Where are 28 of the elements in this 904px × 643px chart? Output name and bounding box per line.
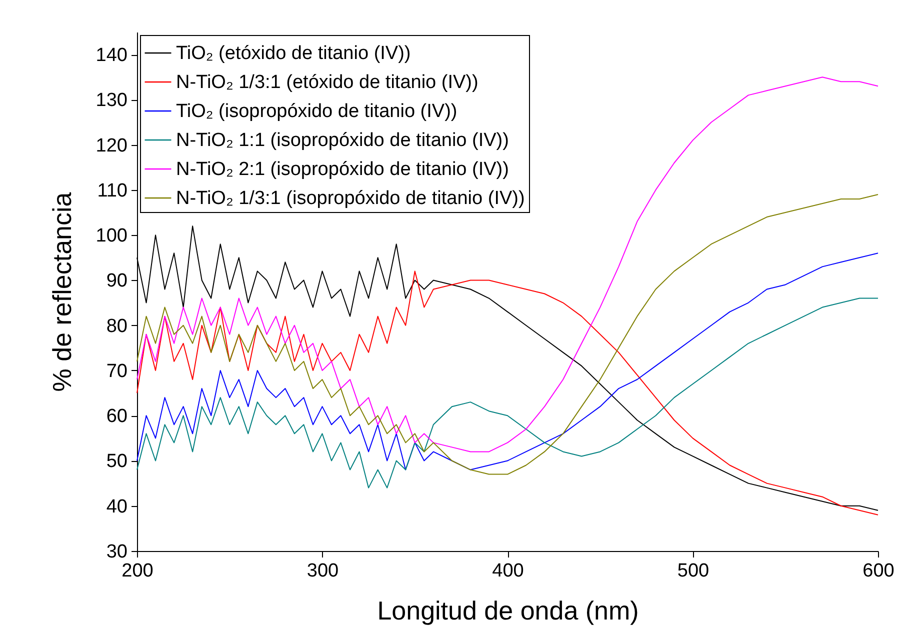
y-tick-label: 120 <box>96 135 128 156</box>
line-series <box>136 270 878 516</box>
legend-label: TiO₂ (isopropóxido de titanio (IV)) <box>176 101 458 122</box>
line-series <box>136 252 878 470</box>
x-tick-label: 200 <box>122 560 154 582</box>
y-axis-title: % de reflectancia <box>46 192 77 392</box>
line-series <box>136 298 878 488</box>
x-tick-label: 400 <box>492 560 524 582</box>
x-tick-label: 300 <box>306 560 339 582</box>
y-tick-label: 80 <box>106 316 128 337</box>
y-tick-label: 140 <box>96 45 128 66</box>
y-tick-label: 70 <box>106 360 128 382</box>
y-tick-label: 90 <box>106 270 128 292</box>
y-tick-label: 110 <box>97 180 128 202</box>
y-tick-label: 40 <box>106 496 128 518</box>
y-tick-label: 100 <box>96 226 128 247</box>
x-tick-label: 600 <box>862 560 894 582</box>
legend-label: N-TiO₂ 1:1 (isopropóxido de titanio (IV)) <box>176 130 509 151</box>
y-tick-label: 30 <box>106 542 128 562</box>
legend-label: N-TiO₂ 1/3:1 (etóxido de titanio (IV)) <box>176 72 478 93</box>
legend-label: TiO₂ (etóxido de titanio (IV)) <box>176 43 411 64</box>
y-tick-label: 130 <box>96 90 128 112</box>
legend-label: N-TiO₂ 2:1 (isopropóxido de titanio (IV)) <box>176 159 509 180</box>
legend-label: N-TiO₂ 1/3:1 (isopropóxido de titanio (IV)) <box>176 188 525 209</box>
x-tick-label: 500 <box>677 560 710 582</box>
x-axis-title: Longitud de onda (nm) <box>377 596 639 626</box>
y-tick-label: 50 <box>106 451 128 472</box>
y-tick-label: 60 <box>106 406 128 428</box>
